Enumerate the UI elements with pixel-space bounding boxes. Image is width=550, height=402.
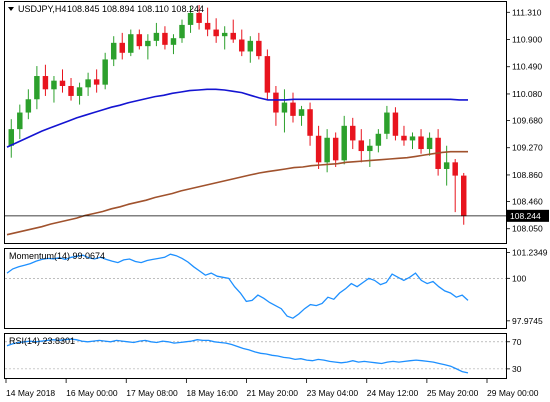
candle-body bbox=[324, 137, 330, 163]
candle-body bbox=[384, 112, 390, 134]
candle-body bbox=[460, 175, 467, 217]
ohlc-readout: 108.845 108.894 108.110 108.244 bbox=[67, 4, 204, 14]
current-price-tag-label: 108.244 bbox=[510, 211, 541, 221]
candle-body bbox=[102, 59, 108, 85]
x-tick-label: 23 May 04:00 bbox=[307, 388, 359, 398]
candle-body bbox=[136, 34, 143, 47]
candle-body bbox=[247, 40, 254, 52]
candle-body bbox=[307, 109, 313, 136]
candle-body bbox=[51, 80, 57, 90]
rsi-y-tick-label: 30 bbox=[512, 364, 522, 374]
candle-body bbox=[230, 32, 236, 40]
symbol-label: USDJPY,H4 bbox=[18, 4, 66, 14]
momentum-y-tick-label: 101.2349 bbox=[512, 247, 548, 257]
candle-body bbox=[119, 42, 125, 53]
candle-body bbox=[128, 34, 134, 53]
x-tick-label: 18 May 16:00 bbox=[186, 388, 238, 398]
x-tick-label: 29 May 00:00 bbox=[487, 388, 539, 398]
momentum-line bbox=[6, 253, 469, 319]
candle-body bbox=[315, 135, 322, 163]
candle-body bbox=[196, 12, 202, 23]
price-panel[interactable] bbox=[4, 1, 507, 244]
candle-body bbox=[452, 162, 458, 176]
x-tick-label: 24 May 12:00 bbox=[367, 388, 419, 398]
symbol-dropdown-icon[interactable] bbox=[8, 7, 14, 11]
rsi-y-tick-label: 70 bbox=[512, 337, 522, 347]
price-y-tick-label: 110.490 bbox=[512, 62, 542, 72]
momentum-layer bbox=[5, 253, 506, 319]
candle-body bbox=[162, 32, 168, 45]
x-tick-label: 16 May 00:00 bbox=[66, 388, 118, 398]
price-y-tick-label: 108.050 bbox=[512, 224, 543, 234]
momentum-panel[interactable] bbox=[4, 248, 507, 329]
momentum-y-tick-label: 100 bbox=[512, 273, 526, 283]
candle-body bbox=[145, 40, 151, 47]
candle-body bbox=[281, 102, 288, 113]
candle-body bbox=[401, 135, 407, 141]
price-y-tick-label: 109.270 bbox=[512, 143, 543, 153]
candle-body bbox=[85, 79, 91, 88]
price-y-tick-label: 108.860 bbox=[512, 170, 543, 180]
price-y-tick-label: 110.900 bbox=[512, 35, 542, 45]
candle-body bbox=[110, 42, 117, 60]
rsi-label: RSI(14) 23.8301 bbox=[9, 336, 75, 346]
x-tick-label: 21 May 20:00 bbox=[247, 388, 299, 398]
candle-body bbox=[341, 125, 347, 161]
price-y-tick-label: 110.080 bbox=[512, 89, 542, 99]
candle-body bbox=[25, 99, 32, 113]
price-y-tick-label: 108.460 bbox=[512, 197, 543, 207]
momentum-y-tick-label: 97.9745 bbox=[512, 316, 543, 326]
candle-body bbox=[298, 109, 305, 116]
sma-fast-line bbox=[6, 88, 468, 148]
x-tick-label: 14 May 2018 bbox=[6, 388, 55, 398]
candle-body bbox=[273, 92, 279, 113]
candle-body bbox=[350, 125, 356, 141]
rsi-line bbox=[6, 338, 469, 374]
rsi-panel[interactable] bbox=[4, 333, 507, 379]
candle-body bbox=[93, 79, 100, 85]
candle-body bbox=[392, 112, 399, 136]
candle-body bbox=[239, 39, 245, 52]
candle-body bbox=[332, 137, 339, 161]
candle-body bbox=[409, 136, 416, 141]
current-price-tag bbox=[507, 209, 549, 222]
rsi-layer bbox=[5, 338, 506, 374]
candle-body bbox=[221, 32, 228, 37]
candle-body bbox=[153, 32, 160, 41]
candle-body bbox=[418, 136, 424, 150]
candle-body bbox=[426, 137, 433, 150]
candle-body bbox=[213, 29, 219, 37]
candle-body bbox=[17, 112, 23, 130]
candle-body bbox=[358, 140, 365, 152]
candle-body bbox=[264, 56, 271, 93]
candle-body bbox=[179, 24, 185, 39]
x-tick-label: 17 May 08:00 bbox=[126, 388, 178, 398]
candle-body bbox=[34, 76, 40, 100]
candle-body bbox=[76, 87, 83, 96]
candle-body bbox=[8, 129, 15, 146]
price-y-tick-label: 111.310 bbox=[512, 7, 542, 17]
candle-body bbox=[68, 85, 74, 96]
candle-body bbox=[375, 133, 382, 146]
candle-body bbox=[42, 76, 49, 90]
x-tick-label: 25 May 20:00 bbox=[427, 388, 479, 398]
candle-body bbox=[367, 145, 373, 152]
candle-body bbox=[204, 22, 211, 30]
axis-layer: 111.310 110.900 110.490 110.080 109.680 109.2… bbox=[5, 7, 549, 398]
momentum-label: Momentum(14) 99.0674 bbox=[9, 251, 105, 261]
candle-body bbox=[59, 80, 66, 86]
candle-body bbox=[170, 38, 177, 45]
candle-body bbox=[443, 162, 450, 169]
candle-body bbox=[256, 40, 262, 57]
price-series-layer bbox=[5, 4, 506, 236]
candle-body bbox=[187, 12, 194, 25]
candle-body bbox=[290, 102, 296, 116]
price-y-tick-label: 109.680 bbox=[512, 116, 543, 126]
